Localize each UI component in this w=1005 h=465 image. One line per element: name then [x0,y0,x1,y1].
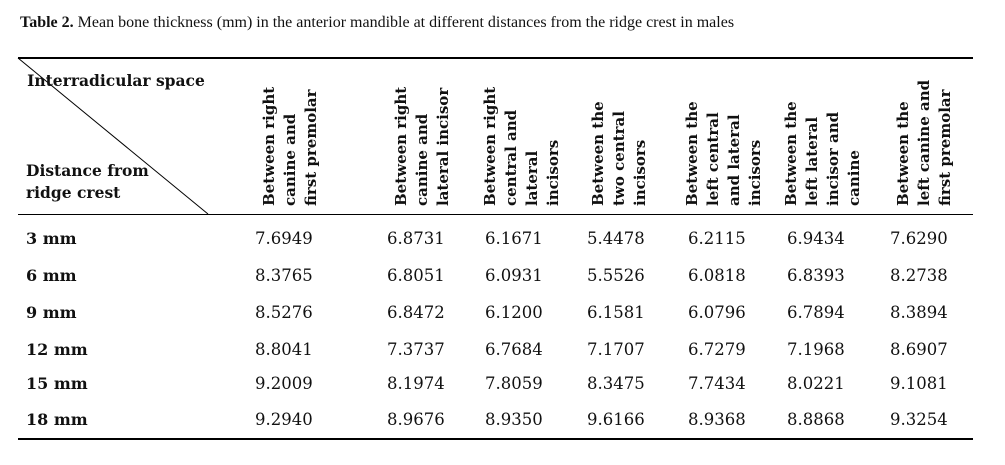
column-header-line: canine and [281,113,299,206]
table-cell: 8.3765 [255,266,313,285]
table-cell: 9.2009 [255,374,313,393]
table-cell: 6.8731 [387,229,445,248]
table-cell: 6.8051 [387,266,445,285]
column-header-3: Between right central and lateral incisors [480,87,564,206]
table-cell: 8.9676 [387,410,445,429]
column-header-line: incisors [631,139,649,206]
bottom-rule [18,438,973,440]
table-cell: 8.9350 [485,410,543,429]
table-cell: 8.3894 [890,303,948,322]
column-header-line: Between the [683,101,701,206]
table-cell: 6.0796 [688,303,746,322]
column-header-6: Between the left lateral incisor and canine [781,101,865,206]
column-header-line: left lateral [803,116,821,206]
table-caption: Table 2. Mean bone thickness (mm) in the… [20,14,734,32]
table-cell: 6.9434 [787,229,845,248]
column-header-line: canine [845,150,863,206]
column-header-line: first premolar [936,89,954,206]
row-label: 9 mm [26,303,77,322]
table-cell: 5.4478 [587,229,645,248]
table-cell: 7.1707 [587,340,645,359]
column-header-line: Between the [782,101,800,206]
column-header-line: canine and [413,113,431,206]
row-label: 12 mm [26,340,88,359]
row-label: 15 mm [26,374,88,393]
column-header-line: left central [704,112,722,206]
table-cell: 7.6949 [255,229,313,248]
column-header-line: and lateral [725,114,743,206]
column-header-line: incisor and [824,111,842,206]
table-cell: 7.8059 [485,374,543,393]
table-cell: 9.2940 [255,410,313,429]
table-cell: 6.8472 [387,303,445,322]
column-header-line: incisors [746,139,764,206]
table-cell: 6.7684 [485,340,543,359]
column-header-line: Between right [260,86,278,206]
column-header-line: two central [610,111,628,206]
column-header-line: Between right [392,86,410,206]
column-header-5: Between the left central and lateral inciso… [682,101,766,206]
row-label: 18 mm [26,410,88,429]
column-header-line: incisors [544,139,562,206]
column-header-line: lateral [523,150,541,206]
column-header-2: Between right canine and lateral incisor [391,87,454,206]
table-cell: 9.1081 [890,374,948,393]
column-header-line: Between the [589,101,607,206]
row-label: 3 mm [26,229,77,248]
column-header-line: central and [502,109,520,206]
column-header-1: Between right canine and first premolar [259,87,322,206]
column-header-line: lateral incisor [434,87,452,206]
table-cell: 6.1581 [587,303,645,322]
corner-header-interradicular-space: Interradicular space [27,71,205,90]
top-rule [18,57,973,59]
table-cell: 9.6166 [587,410,645,429]
table-cell: 8.1974 [387,374,445,393]
table-cell: 8.3475 [587,374,645,393]
table-cell: 6.7894 [787,303,845,322]
table-cell: 6.1200 [485,303,543,322]
row-label: 6 mm [26,266,77,285]
corner-header-distance: Distance from ridge crest [26,161,149,202]
table-cell: 8.9368 [688,410,746,429]
column-header-line: left canine and [915,79,933,206]
table-cell: 8.6907 [890,340,948,359]
table-caption-label: Table 2. [20,14,74,31]
table-cell: 8.8041 [255,340,313,359]
column-header-4: Between the two central incisors [588,101,651,206]
column-header-7: Between the left canine and first premolar [893,80,956,206]
table-cell: 6.7279 [688,340,746,359]
column-header-line: Between right [481,86,499,206]
table-caption-text: Mean bone thickness (mm) in the anterior… [73,14,735,31]
table-cell: 7.6290 [890,229,948,248]
table-cell: 8.2738 [890,266,948,285]
header-rule [18,214,973,215]
table-cell: 5.5526 [587,266,645,285]
table-cell: 7.7434 [688,374,746,393]
column-header-line: first premolar [302,89,320,206]
table-cell: 6.8393 [787,266,845,285]
table-cell: 6.0818 [688,266,746,285]
table-cell: 8.8868 [787,410,845,429]
table-cell: 7.1968 [787,340,845,359]
table-cell: 7.3737 [387,340,445,359]
table-cell: 8.5276 [255,303,313,322]
table-cell: 6.1671 [485,229,543,248]
column-header-line: Between the [894,101,912,206]
table-cell: 9.3254 [890,410,948,429]
table-cell: 6.0931 [485,266,543,285]
table-cell: 8.0221 [787,374,845,393]
table-cell: 6.2115 [688,229,746,248]
